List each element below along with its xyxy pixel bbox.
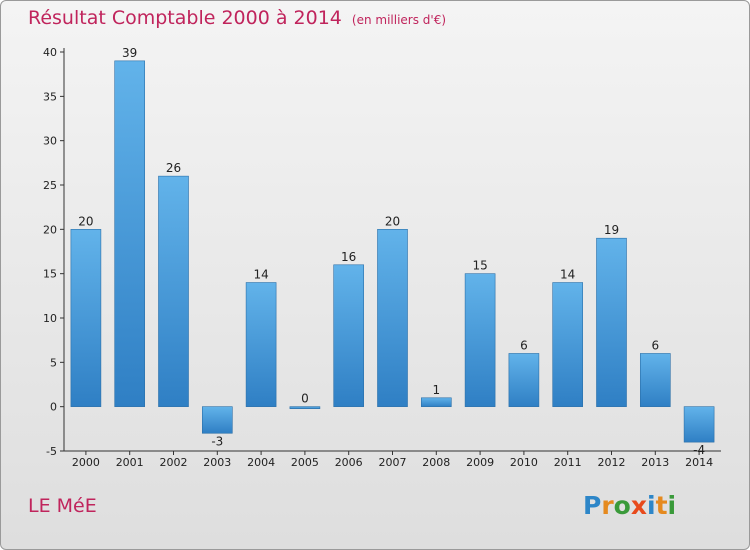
x-tick-label: 2001 xyxy=(116,456,144,469)
y-tick-label: -5 xyxy=(46,445,57,458)
bar-2010 xyxy=(508,353,540,407)
data-label-2004: 14 xyxy=(253,268,268,282)
data-label-2007: 20 xyxy=(385,214,400,228)
logo-letter: x xyxy=(630,491,647,520)
data-label-2011: 14 xyxy=(560,268,575,282)
logo-letter: r xyxy=(601,491,614,520)
x-tick-label: 2009 xyxy=(466,456,494,469)
logo-letter: i xyxy=(667,491,677,520)
bar-2009 xyxy=(464,273,496,407)
data-label-2009: 15 xyxy=(472,259,487,273)
bar-2006 xyxy=(333,264,365,407)
logo-letter: o xyxy=(613,491,631,520)
chart-title: Résultat Comptable 2000 à 2014 (en millie… xyxy=(28,7,446,29)
y-tick-label: 0 xyxy=(50,401,57,414)
data-label-2014: -4 xyxy=(693,443,705,457)
y-tick-label: 20 xyxy=(43,223,57,236)
y-tick-label: 35 xyxy=(43,90,57,103)
x-tick-label: 2005 xyxy=(291,456,319,469)
x-tick-label: 2008 xyxy=(422,456,450,469)
data-label-2008: 1 xyxy=(432,383,440,397)
data-label-2005: 0 xyxy=(301,392,309,406)
y-tick-label: 10 xyxy=(43,312,57,325)
data-label-2003: -3 xyxy=(211,434,223,448)
y-tick-label: 15 xyxy=(43,268,57,281)
y-tick-label: 30 xyxy=(43,135,57,148)
bar-2011 xyxy=(552,282,584,407)
x-tick-label: 2014 xyxy=(685,456,713,469)
y-tick-label: 5 xyxy=(50,356,57,369)
logo-letter: P xyxy=(583,491,602,520)
x-tick-label: 2000 xyxy=(72,456,100,469)
data-label-2001: 39 xyxy=(122,46,137,60)
commune-name: LE MéE xyxy=(28,495,97,517)
bar-2002 xyxy=(158,175,189,407)
x-tick-label: 2004 xyxy=(247,456,275,469)
bars xyxy=(70,60,715,443)
data-label-2000: 20 xyxy=(78,214,93,228)
bar-2003 xyxy=(202,406,233,434)
bar-2007 xyxy=(377,229,408,407)
logo-letter: t xyxy=(655,491,668,520)
chart-subtitle: (en milliers d'€) xyxy=(351,13,447,27)
y-tick-label: 40 xyxy=(43,46,57,59)
x-tick-label: 2002 xyxy=(160,456,188,469)
bar-2004 xyxy=(245,282,277,407)
data-label-2002: 26 xyxy=(166,161,181,175)
bar-2014 xyxy=(683,406,715,443)
data-label-2006: 16 xyxy=(341,250,356,264)
x-tick-label: 2007 xyxy=(379,456,407,469)
logo-letter: i xyxy=(647,491,656,520)
x-tick-label: 2013 xyxy=(641,456,669,469)
bar-2012 xyxy=(596,237,627,407)
bar-2005 xyxy=(289,406,321,409)
data-label-2012: 19 xyxy=(604,223,619,237)
proxiti-logo: Proxiti xyxy=(583,491,676,520)
x-tick-label: 2011 xyxy=(554,456,582,469)
y-tick-label: 25 xyxy=(43,179,57,192)
x-tick-label: 2003 xyxy=(203,456,231,469)
data-label-2010: 6 xyxy=(520,338,528,352)
x-tick-label: 2010 xyxy=(510,456,538,469)
bar-2008 xyxy=(420,397,452,407)
bar-2001 xyxy=(114,60,145,407)
data-label-2013: 6 xyxy=(651,338,659,352)
x-tick-label: 2012 xyxy=(598,456,626,469)
bar-2000 xyxy=(70,229,102,407)
x-tick-label: 2006 xyxy=(335,456,363,469)
chart-title-text: Résultat Comptable 2000 à 2014 xyxy=(28,7,342,29)
bar-2013 xyxy=(639,353,671,407)
data-labels: 20 39 26 -3 14 0 16 20 1 15 6 14 19 6 -4 xyxy=(78,46,705,457)
